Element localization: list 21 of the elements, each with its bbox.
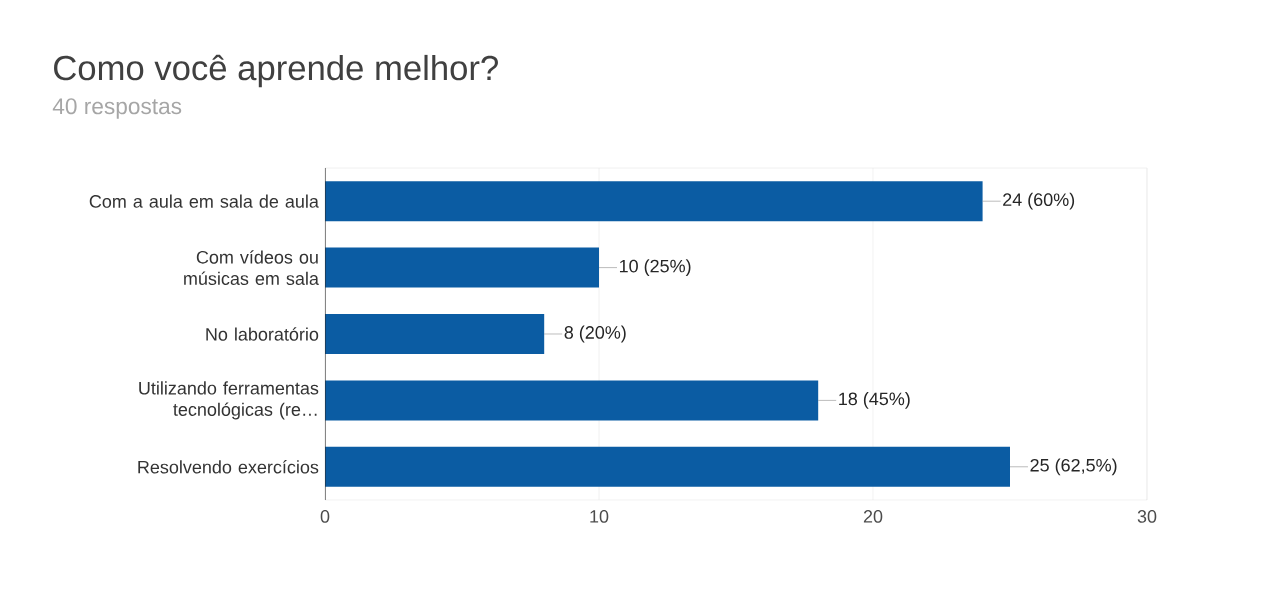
chart-title: Como você aprende melhor? xyxy=(54,54,498,88)
x-tick-label: 10 xyxy=(590,510,609,523)
x-tick-label: 20 xyxy=(863,510,883,523)
y-tick-label: Com vídeos ou músicas em sala xyxy=(184,250,319,285)
data-label: 10 (25%) xyxy=(619,259,691,276)
y-tick-label: Utilizando ferramentas tecnológicas (re… xyxy=(139,381,319,420)
y-tick-label: Com a aula em sala de aula xyxy=(89,194,319,208)
data-label: 18 (45%) xyxy=(839,392,910,409)
data-label: 8 (20%) xyxy=(564,325,626,343)
bar xyxy=(325,181,983,222)
y-tick-label: Resolvendo exercícios xyxy=(138,460,319,474)
bar xyxy=(325,314,545,354)
data-label: 25 (62,5%) xyxy=(1030,458,1117,476)
x-tick-label: 30 xyxy=(1137,510,1157,523)
text: 40 respostas xyxy=(52,98,182,119)
x-tick-label: 0 xyxy=(320,510,330,523)
data-label: 24 (60%) xyxy=(1003,192,1075,210)
bar xyxy=(325,446,1010,487)
bar xyxy=(325,380,819,421)
y-tick-label: No laboratório xyxy=(206,327,319,341)
bar xyxy=(325,247,599,288)
